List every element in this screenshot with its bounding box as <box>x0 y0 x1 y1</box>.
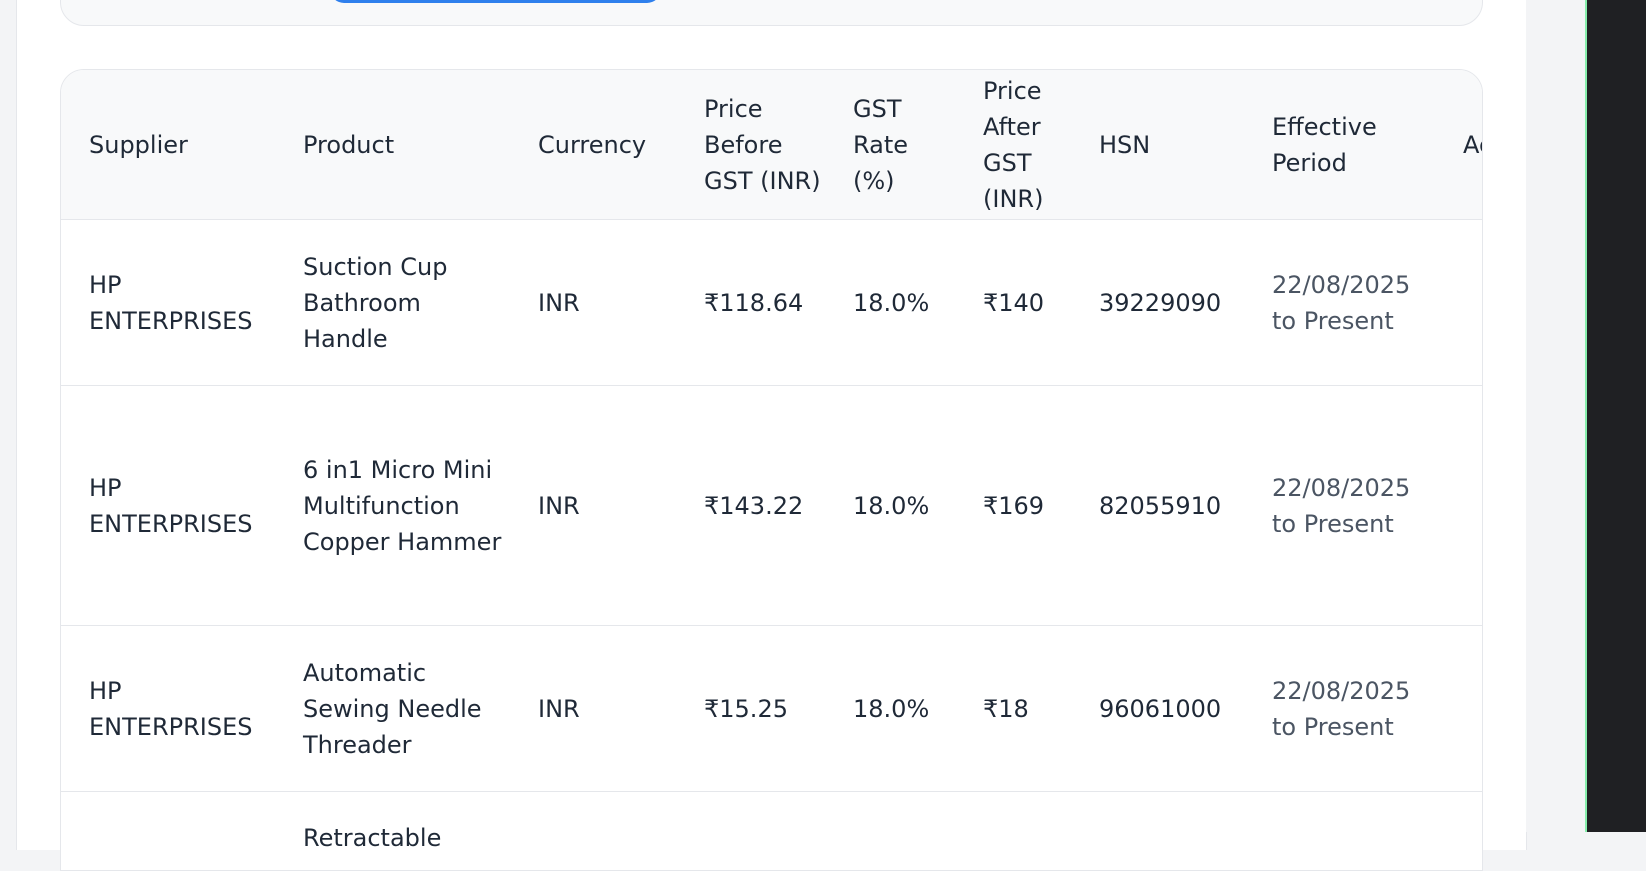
cell: ₹118.64 <box>676 220 825 386</box>
cell: HP ENTERPRISES <box>61 220 275 386</box>
cell: 39229090 <box>1071 220 1244 386</box>
cell <box>1071 792 1244 871</box>
cell: 18.0% <box>825 626 955 792</box>
cell: 82055910 <box>1071 386 1244 626</box>
column-header: GST Rate (%) <box>825 70 955 220</box>
cell: 96061000 <box>1071 626 1244 792</box>
cell: INR <box>510 386 676 626</box>
cell <box>825 792 955 871</box>
cell: Suction Cup Bathroom Handle <box>275 220 510 386</box>
cell <box>510 792 676 871</box>
cell: 22/08/2025 to Present <box>1244 386 1435 626</box>
cell <box>1244 792 1435 871</box>
cell <box>955 792 1071 871</box>
column-header: Price Before GST (INR) <box>676 70 825 220</box>
cell: ₹143.22 <box>676 386 825 626</box>
cell: Automatic Sewing Needle Threader <box>275 626 510 792</box>
cell: INR <box>510 220 676 386</box>
cell: ₹15.25 <box>676 626 825 792</box>
actions-cell <box>1435 626 1483 792</box>
cell: Retractable <box>275 792 510 871</box>
cell: ₹169 <box>955 386 1071 626</box>
cell <box>676 792 825 871</box>
actions-cell <box>1435 220 1483 386</box>
cell: 18.0% <box>825 386 955 626</box>
sidebar <box>1587 0 1646 832</box>
actions-cell <box>1435 386 1483 626</box>
cell: 18.0% <box>825 220 955 386</box>
column-header: HSN <box>1071 70 1244 220</box>
column-header: Currency <box>510 70 676 220</box>
cell: ₹18 <box>955 626 1071 792</box>
cell: INR <box>510 626 676 792</box>
column-header: Actions <box>1435 70 1483 220</box>
column-header: Product <box>275 70 510 220</box>
cell: 22/08/2025 to Present <box>1244 220 1435 386</box>
column-header: Supplier <box>61 70 275 220</box>
cell: 6 in1 Micro Mini Multifunction Copper Ha… <box>275 386 510 626</box>
cell: HP ENTERPRISES <box>61 386 275 626</box>
cell <box>61 792 275 871</box>
column-header: Price After GST (INR) <box>955 70 1071 220</box>
filter-card <box>60 0 1483 26</box>
button[interactable] <box>330 0 661 3</box>
column-header: Effective Period <box>1244 70 1435 220</box>
actions-cell <box>1435 792 1483 871</box>
cell: ₹140 <box>955 220 1071 386</box>
cell: HP ENTERPRISES <box>61 626 275 792</box>
table-row: Retractable <box>61 792 1483 871</box>
background <box>1526 0 1586 832</box>
cell: 22/08/2025 to Present <box>1244 626 1435 792</box>
